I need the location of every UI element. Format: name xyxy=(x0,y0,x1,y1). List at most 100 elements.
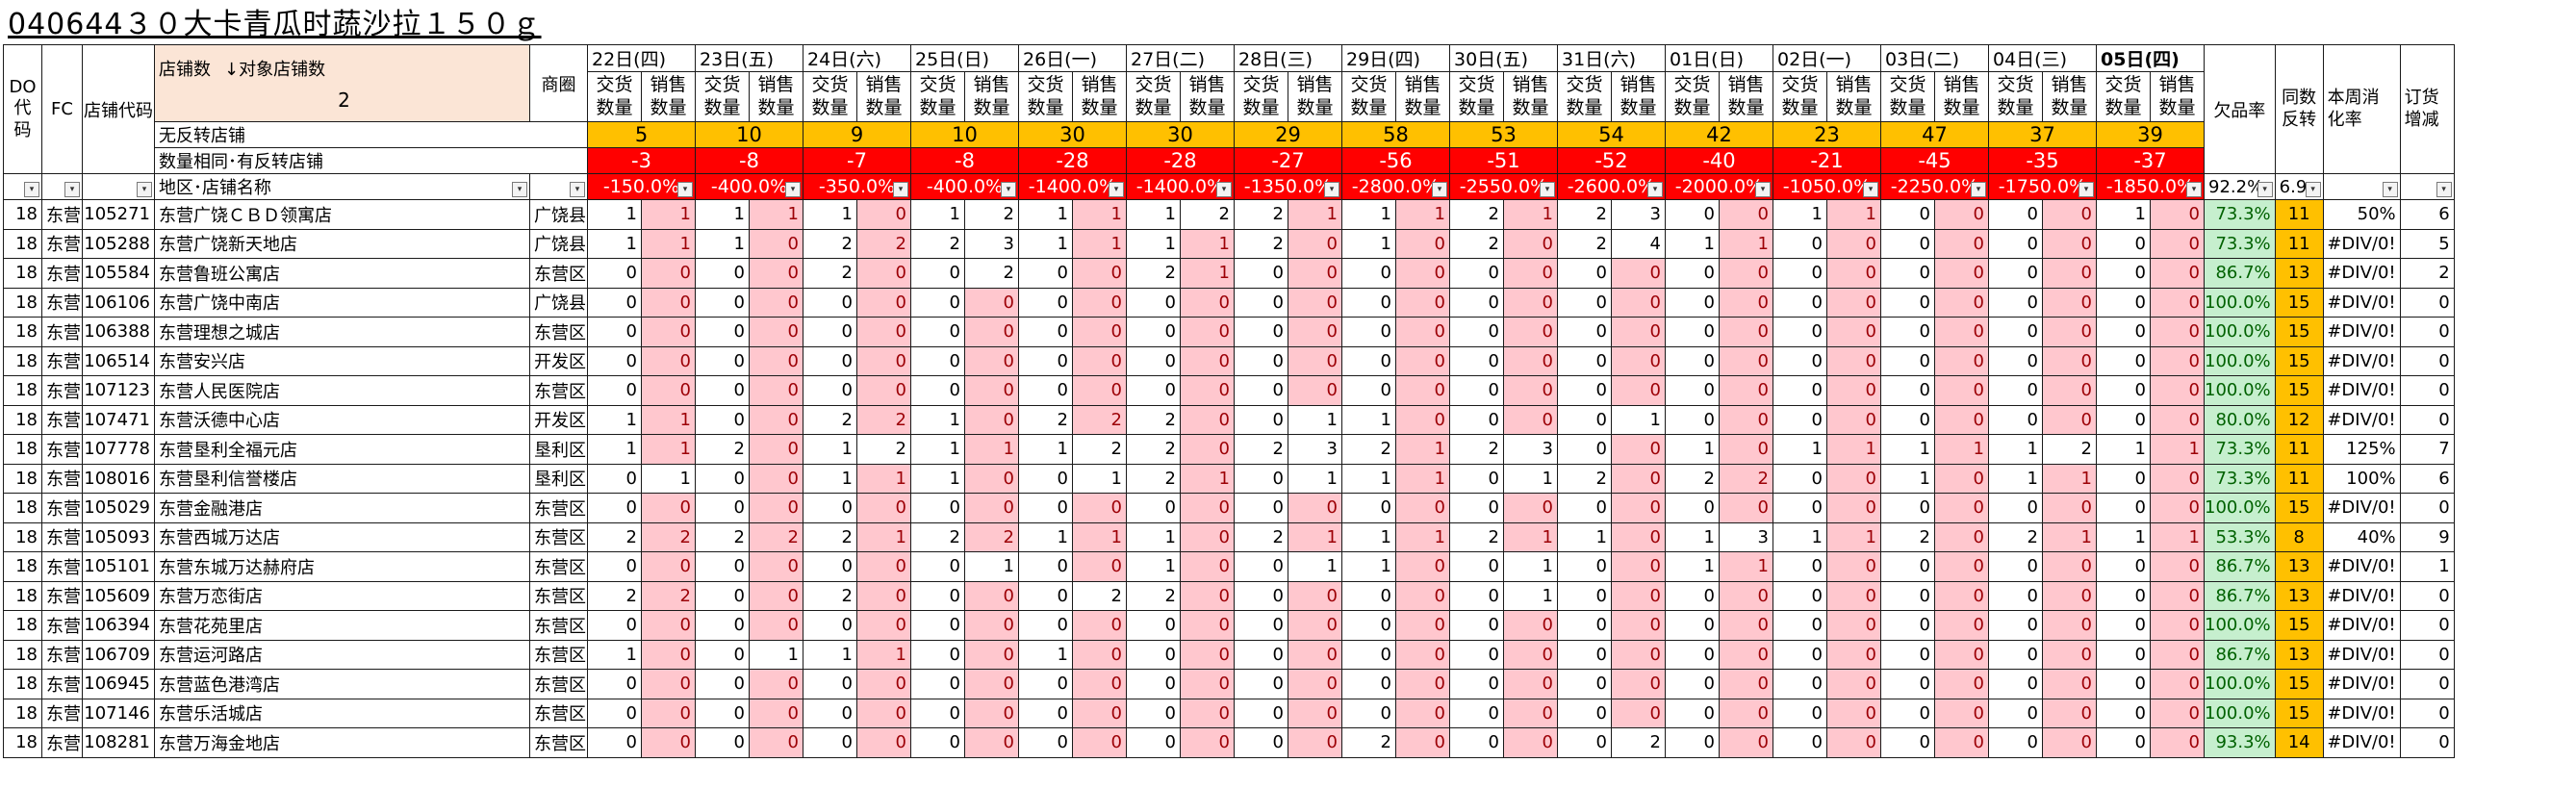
sales-qty-cell[interactable]: 1 xyxy=(1072,228,1127,259)
deliver-qty-cell[interactable]: 0 xyxy=(910,580,965,611)
filter-dropdown-icon[interactable]: ▾ xyxy=(1647,182,1663,197)
sales-qty-cell[interactable]: 0 xyxy=(856,317,911,347)
deliver-qty-cell[interactable]: 1 xyxy=(1341,404,1396,435)
deliver-qty-cell[interactable]: 2 xyxy=(1449,521,1504,552)
sales-qty-cell[interactable]: 0 xyxy=(2042,287,2097,318)
sales-qty-cell[interactable]: 0 xyxy=(2042,317,2097,347)
order-change-cell[interactable]: 1 xyxy=(2399,551,2455,582)
area-cell[interactable]: 垦利区 xyxy=(529,434,588,465)
deliver-qty-cell[interactable]: 0 xyxy=(1234,551,1288,582)
sales-qty-cell[interactable]: 2 xyxy=(1180,199,1235,230)
deliver-qty-cell[interactable]: 0 xyxy=(1880,375,1935,406)
deliver-qty-cell[interactable]: 2 xyxy=(1234,434,1288,465)
filter-dropdown-icon[interactable]: ▾ xyxy=(137,182,152,197)
sales-qty-cell[interactable]: 0 xyxy=(1395,317,1450,347)
oos-rate-cell[interactable]: 100.0% xyxy=(2204,317,2276,347)
deliver-qty-cell[interactable]: 0 xyxy=(1018,317,1073,347)
deliver-qty-cell[interactable]: 0 xyxy=(1665,287,1720,318)
do-code-cell[interactable]: 18 xyxy=(3,404,42,435)
order-change-cell[interactable]: 0 xyxy=(2399,345,2455,376)
deliver-qty-cell[interactable]: 0 xyxy=(2096,727,2151,758)
sales-qty-cell[interactable]: 0 xyxy=(1072,639,1127,670)
deliver-qty-cell[interactable]: 2 xyxy=(1126,463,1181,494)
sales-qty-cell[interactable]: 0 xyxy=(856,580,911,611)
sales-qty-cell[interactable]: 0 xyxy=(964,375,1019,406)
sales-qty-cell[interactable]: 1 xyxy=(1395,521,1450,552)
fc-cell[interactable]: 东营 xyxy=(41,580,83,611)
sales-qty-cell[interactable]: 0 xyxy=(1180,317,1235,347)
deliver-qty-cell[interactable]: 0 xyxy=(1773,698,1827,728)
deliver-qty-cell[interactable]: 0 xyxy=(1880,610,1935,641)
deliver-qty-cell[interactable]: 0 xyxy=(1449,258,1504,289)
shop-name-cell[interactable]: 东营理想之城店 xyxy=(154,317,530,347)
sales-qty-cell[interactable]: 0 xyxy=(1719,199,1773,230)
sales-qty-cell[interactable]: 0 xyxy=(964,493,1019,523)
sales-qty-cell[interactable]: 3 xyxy=(1611,199,1666,230)
deliver-qty-cell[interactable]: 0 xyxy=(803,698,857,728)
deliver-qty-cell[interactable]: 1 xyxy=(910,404,965,435)
deliver-qty-cell[interactable]: 1 xyxy=(1557,521,1612,552)
deliver-qty-cell[interactable]: 0 xyxy=(1018,669,1073,699)
sales-qty-cell[interactable]: 0 xyxy=(1719,258,1773,289)
sales-qty-cell[interactable]: 0 xyxy=(856,258,911,289)
do-code-cell[interactable]: 18 xyxy=(3,521,42,552)
sales-qty-cell[interactable]: 1 xyxy=(1288,551,1342,582)
deliver-qty-cell[interactable]: 1 xyxy=(803,434,857,465)
do-code-cell[interactable]: 18 xyxy=(3,580,42,611)
order-change-cell[interactable]: 0 xyxy=(2399,580,2455,611)
deliver-qty-cell[interactable]: 0 xyxy=(1773,669,1827,699)
filter-dropdown-icon[interactable]: ▾ xyxy=(2257,182,2273,197)
sales-qty-cell[interactable]: 0 xyxy=(1719,345,1773,376)
do-code-cell[interactable]: 18 xyxy=(3,698,42,728)
deliver-qty-cell[interactable]: 0 xyxy=(695,639,750,670)
sales-qty-cell[interactable]: 0 xyxy=(1719,580,1773,611)
sales-qty-cell[interactable]: 0 xyxy=(1611,463,1666,494)
sales-qty-cell[interactable]: 2 xyxy=(641,521,696,552)
sales-qty-cell[interactable]: 0 xyxy=(2042,258,2097,289)
sales-qty-cell[interactable]: 2 xyxy=(964,521,1019,552)
deliver-qty-cell[interactable]: 0 xyxy=(1341,493,1396,523)
deliver-qty-cell[interactable]: 1 xyxy=(587,434,642,465)
fc-cell[interactable]: 东营 xyxy=(41,317,83,347)
deliver-qty-cell[interactable]: 0 xyxy=(1557,345,1612,376)
sales-qty-cell[interactable]: 0 xyxy=(2150,610,2205,641)
filter-dropdown-icon[interactable]: ▾ xyxy=(1863,182,1878,197)
sales-qty-cell[interactable]: 0 xyxy=(641,493,696,523)
deliver-qty-cell[interactable]: 0 xyxy=(1880,493,1935,523)
sales-qty-cell[interactable]: 0 xyxy=(2150,493,2205,523)
sales-qty-cell[interactable]: 0 xyxy=(1611,375,1666,406)
area-cell[interactable]: 东营区 xyxy=(529,580,588,611)
sales-qty-cell[interactable]: 0 xyxy=(2042,727,2097,758)
sales-qty-cell[interactable]: 2 xyxy=(964,258,1019,289)
deliver-qty-cell[interactable]: 1 xyxy=(2096,434,2151,465)
sales-qty-cell[interactable]: 1 xyxy=(1934,434,1989,465)
sales-qty-cell[interactable]: 0 xyxy=(1288,698,1342,728)
deliver-qty-cell[interactable]: 0 xyxy=(2096,610,2151,641)
deliver-qty-cell[interactable]: 0 xyxy=(1773,345,1827,376)
sales-qty-cell[interactable]: 1 xyxy=(2042,521,2097,552)
shop-code-cell[interactable]: 107471 xyxy=(82,404,155,435)
fc-cell[interactable]: 东营 xyxy=(41,228,83,259)
filter-dropdown-icon[interactable]: ▾ xyxy=(1755,182,1771,197)
shop-code-cell[interactable]: 105584 xyxy=(82,258,155,289)
shop-name-cell[interactable]: 东营西城万达店 xyxy=(154,521,530,552)
sales-qty-cell[interactable]: 3 xyxy=(1503,434,1558,465)
shop-code-cell[interactable]: 106709 xyxy=(82,639,155,670)
reverse-count-cell[interactable]: 15 xyxy=(2274,317,2324,347)
deliver-qty-cell[interactable]: 0 xyxy=(695,463,750,494)
deliver-qty-cell[interactable]: 0 xyxy=(1449,551,1504,582)
sales-qty-cell[interactable]: 0 xyxy=(2042,639,2097,670)
order-change-cell[interactable]: 6 xyxy=(2399,199,2455,230)
deliver-qty-cell[interactable]: 0 xyxy=(1665,404,1720,435)
sales-qty-cell[interactable]: 0 xyxy=(1611,493,1666,523)
week-rate-cell[interactable]: #DIV/0! xyxy=(2322,610,2401,641)
sales-qty-cell[interactable]: 0 xyxy=(2150,639,2205,670)
sales-qty-cell[interactable]: 0 xyxy=(964,463,1019,494)
sales-qty-cell[interactable]: 0 xyxy=(1934,345,1989,376)
do-code-cell[interactable]: 18 xyxy=(3,551,42,582)
deliver-qty-cell[interactable]: 0 xyxy=(803,317,857,347)
deliver-qty-cell[interactable]: 2 xyxy=(587,521,642,552)
deliver-qty-cell[interactable]: 0 xyxy=(1988,375,2043,406)
filter-dropdown-icon[interactable]: ▾ xyxy=(1216,182,1232,197)
sales-qty-cell[interactable]: 0 xyxy=(1611,317,1666,347)
